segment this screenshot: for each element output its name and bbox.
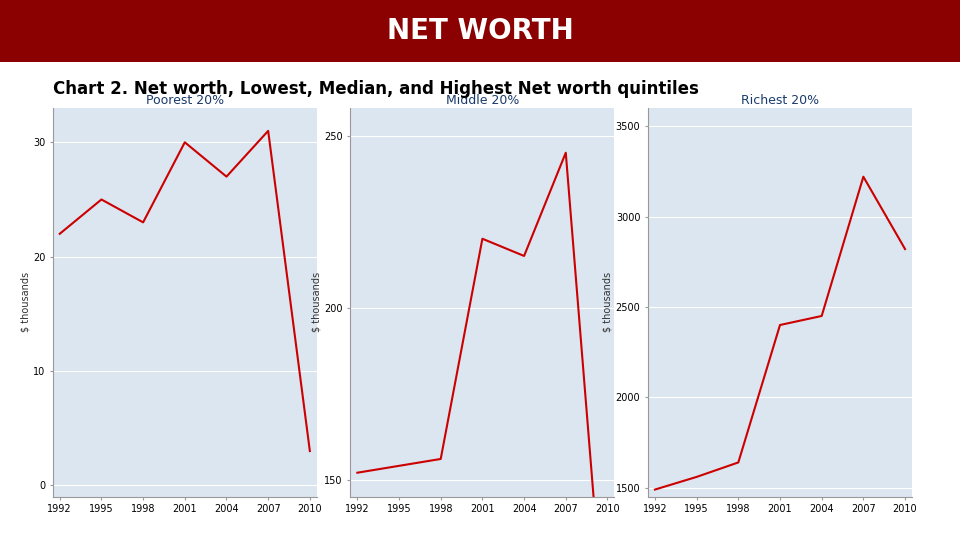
Title: Richest 20%: Richest 20% (741, 94, 819, 107)
Y-axis label: $ thousands: $ thousands (311, 272, 322, 333)
Title: Middle 20%: Middle 20% (445, 94, 519, 107)
Y-axis label: $ thousands: $ thousands (603, 272, 612, 333)
Y-axis label: $ thousands: $ thousands (20, 272, 30, 333)
Text: Chart 2. Net worth, Lowest, Median, and Highest Net worth quintiles: Chart 2. Net worth, Lowest, Median, and … (53, 80, 699, 98)
Text: NET WORTH: NET WORTH (387, 17, 573, 45)
Title: Poorest 20%: Poorest 20% (146, 94, 224, 107)
